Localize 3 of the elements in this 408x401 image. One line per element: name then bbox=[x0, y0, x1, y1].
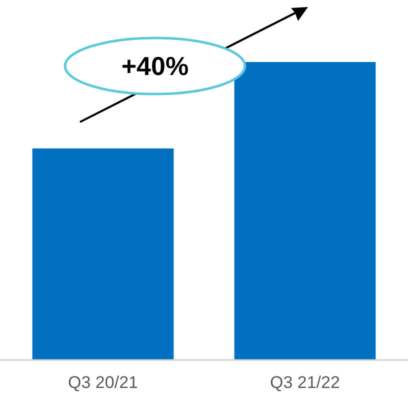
annotation: +40% bbox=[121, 51, 189, 81]
x-tick-label: Q3 21/22 bbox=[270, 373, 340, 392]
x-tick-label: Q3 20/21 bbox=[68, 373, 138, 392]
